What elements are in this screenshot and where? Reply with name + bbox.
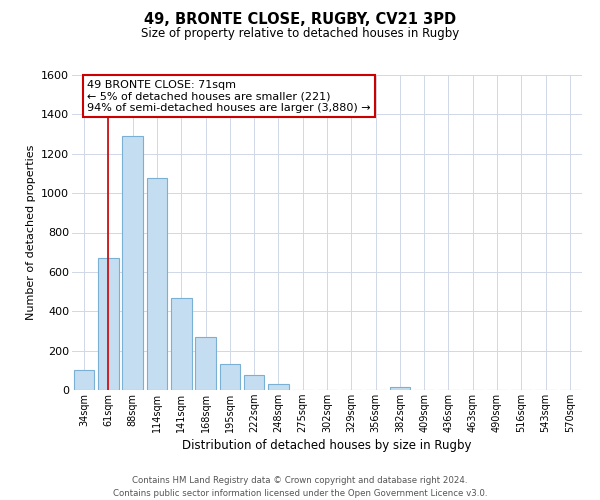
Bar <box>171 298 191 390</box>
Y-axis label: Number of detached properties: Number of detached properties <box>26 145 35 320</box>
Bar <box>389 386 410 390</box>
X-axis label: Distribution of detached houses by size in Rugby: Distribution of detached houses by size … <box>182 439 472 452</box>
Bar <box>146 178 167 390</box>
Text: 49, BRONTE CLOSE, RUGBY, CV21 3PD: 49, BRONTE CLOSE, RUGBY, CV21 3PD <box>144 12 456 28</box>
Text: Contains HM Land Registry data © Crown copyright and database right 2024.
Contai: Contains HM Land Registry data © Crown c… <box>113 476 487 498</box>
Bar <box>122 136 143 390</box>
Text: 49 BRONTE CLOSE: 71sqm
← 5% of detached houses are smaller (221)
94% of semi-det: 49 BRONTE CLOSE: 71sqm ← 5% of detached … <box>88 80 371 113</box>
Bar <box>195 337 216 390</box>
Bar <box>220 364 240 390</box>
Text: Size of property relative to detached houses in Rugby: Size of property relative to detached ho… <box>141 28 459 40</box>
Bar <box>74 370 94 390</box>
Bar <box>244 375 265 390</box>
Bar <box>268 384 289 390</box>
Bar <box>98 258 119 390</box>
